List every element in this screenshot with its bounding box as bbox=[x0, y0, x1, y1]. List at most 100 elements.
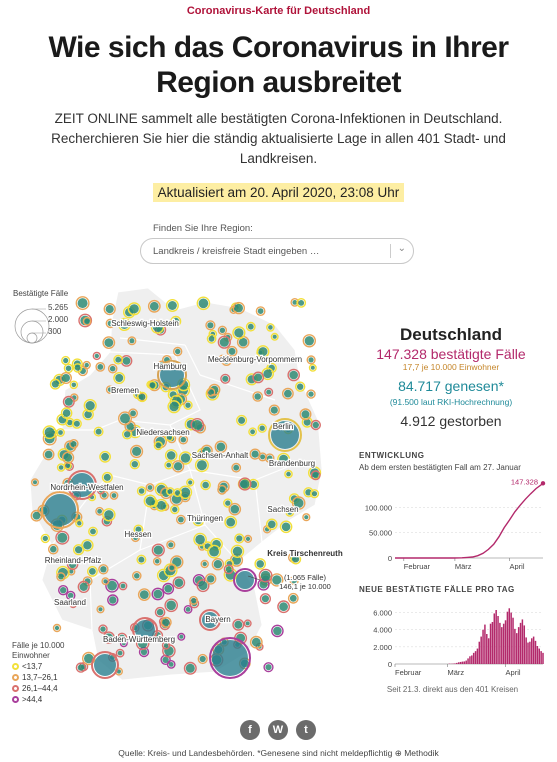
district-ring bbox=[63, 363, 74, 374]
district-ring bbox=[200, 559, 209, 569]
district-ring bbox=[178, 434, 189, 445]
daily-bar bbox=[536, 646, 539, 664]
updated-timestamp: Aktualisiert am 20. April 2020, 23:08 Uh… bbox=[152, 183, 405, 202]
district-ring bbox=[164, 460, 174, 470]
city-ring bbox=[157, 360, 187, 390]
district-ring bbox=[296, 298, 307, 308]
district-ring bbox=[65, 417, 75, 428]
district-ring bbox=[83, 398, 97, 413]
district-dot bbox=[77, 664, 85, 671]
rate-legend-dot bbox=[12, 663, 19, 670]
district-ring bbox=[147, 299, 161, 313]
district-dot bbox=[245, 536, 251, 541]
district-ring bbox=[56, 428, 65, 437]
district-dot bbox=[247, 375, 256, 384]
district-dot bbox=[124, 431, 131, 438]
district-ring bbox=[105, 318, 116, 329]
district-dot bbox=[166, 462, 172, 468]
district-dot bbox=[286, 471, 291, 477]
state-label-baden-wuerttemberg: Baden-Württemberg bbox=[103, 635, 175, 644]
bar-chart-title: NEUE BESTÄTIGTE FÄLLE PRO TAG bbox=[359, 585, 515, 594]
district-dot bbox=[287, 509, 293, 515]
district-dot bbox=[115, 374, 124, 382]
region-search[interactable]: ⌄ bbox=[140, 238, 414, 264]
district-ring bbox=[268, 404, 280, 416]
daily-bar bbox=[499, 622, 501, 664]
region-search-input[interactable] bbox=[153, 244, 378, 258]
district-ring bbox=[120, 355, 133, 367]
district-ring bbox=[101, 577, 110, 586]
y-tick-label: 50.000 bbox=[369, 529, 392, 538]
district-ring bbox=[309, 489, 320, 499]
district-dot bbox=[71, 602, 76, 607]
district-dot bbox=[219, 327, 226, 333]
district-ring bbox=[295, 381, 306, 392]
district-ring bbox=[248, 427, 258, 437]
district-ring bbox=[143, 494, 157, 508]
district-dot bbox=[166, 434, 172, 440]
x-tick-label: März bbox=[455, 562, 472, 570]
whatsapp-share-button[interactable]: W bbox=[268, 720, 288, 740]
district-dot bbox=[247, 323, 254, 330]
daily-bar bbox=[463, 661, 466, 664]
district-dot bbox=[268, 520, 276, 529]
district-dot bbox=[44, 450, 53, 459]
district-dot bbox=[162, 618, 170, 626]
district-ring bbox=[204, 573, 217, 585]
district-dot bbox=[101, 452, 109, 461]
district-ring bbox=[109, 491, 119, 500]
daily-bar bbox=[469, 656, 471, 664]
district-ring bbox=[264, 453, 275, 463]
district-ring bbox=[102, 336, 116, 349]
district-dot bbox=[225, 566, 232, 573]
twitter-share-button[interactable]: t bbox=[296, 720, 316, 740]
size-legend-title: Bestätigte Fälle bbox=[13, 289, 69, 298]
district-dot bbox=[75, 546, 83, 554]
city-ring bbox=[132, 617, 158, 643]
facebook-icon: f bbox=[248, 724, 252, 736]
state-label-mecklenburg: Mecklenburg-Vorpommern bbox=[208, 355, 302, 364]
district-ring bbox=[130, 533, 140, 543]
district-dot bbox=[153, 589, 163, 599]
district-ring bbox=[245, 321, 256, 332]
district-ring bbox=[183, 604, 193, 614]
district-dot bbox=[172, 506, 178, 513]
district-dot bbox=[266, 389, 272, 395]
district-dot bbox=[198, 298, 209, 309]
district-ring bbox=[82, 316, 92, 326]
district-ring bbox=[223, 498, 233, 508]
district-ring bbox=[218, 354, 228, 364]
germany-map[interactable]: Schleswig-Holstein Hamburg Mecklenburg-V… bbox=[0, 280, 350, 700]
stats-title: Deutschland bbox=[399, 325, 503, 344]
district-dot bbox=[153, 545, 163, 555]
district-dot bbox=[265, 664, 272, 671]
district-dot bbox=[152, 322, 163, 332]
district-dot bbox=[58, 430, 63, 435]
daily-bar bbox=[523, 625, 526, 664]
district-ring bbox=[61, 355, 71, 366]
district-dot bbox=[140, 648, 148, 656]
district-ring bbox=[258, 568, 273, 583]
facebook-share-button[interactable]: f bbox=[240, 720, 260, 740]
district-ring bbox=[136, 554, 147, 565]
district-dot bbox=[62, 374, 70, 382]
district-ring bbox=[196, 579, 210, 593]
district-dot bbox=[281, 522, 291, 532]
district-dot bbox=[109, 596, 117, 604]
district-dot bbox=[254, 373, 263, 382]
daily-bar bbox=[542, 652, 544, 664]
district-ring bbox=[234, 533, 245, 544]
daily-bar bbox=[471, 655, 473, 664]
district-dot bbox=[50, 545, 57, 553]
y-tick-label: 100.000 bbox=[365, 503, 392, 512]
y-tick-label: 0 bbox=[388, 660, 392, 669]
district-dot bbox=[107, 580, 117, 591]
district-dot bbox=[266, 455, 273, 461]
cases-series-line bbox=[395, 482, 544, 559]
chevron-down-icon[interactable]: ⌄ bbox=[397, 243, 406, 254]
rate-legend-label: <13,7 bbox=[22, 662, 43, 671]
size-legend-circles bbox=[14, 308, 50, 344]
district-dot bbox=[135, 526, 142, 533]
district-dot bbox=[63, 357, 69, 364]
district-ring bbox=[167, 400, 181, 414]
